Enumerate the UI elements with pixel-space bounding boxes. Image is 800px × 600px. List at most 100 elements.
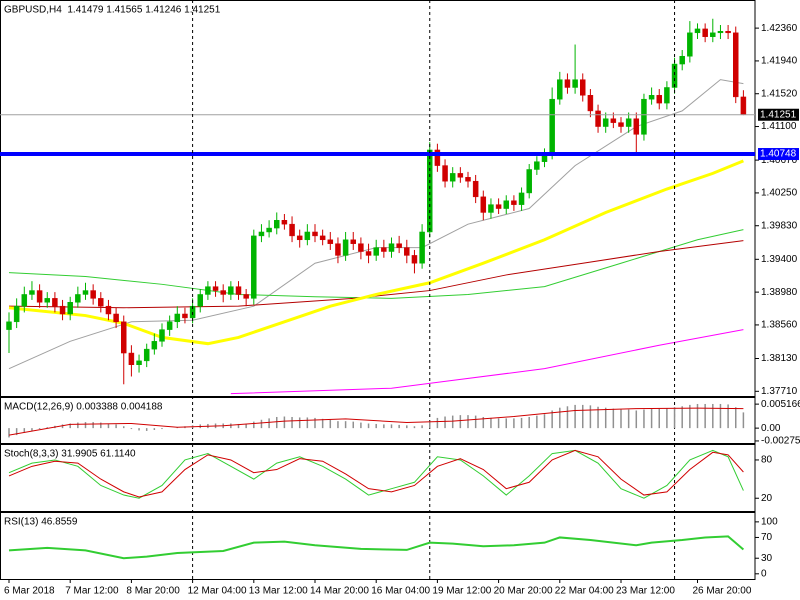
candle-body	[98, 298, 104, 307]
candle-body	[243, 294, 249, 299]
candle-body	[740, 96, 747, 115]
indicator-line	[230, 329, 744, 395]
x-tick-label: 6 Mar 2018	[4, 586, 55, 597]
price-label: 1.40748	[760, 149, 797, 160]
candle-body	[449, 173, 456, 182]
candle-body	[518, 192, 525, 205]
y-tick-label: 70	[761, 532, 773, 543]
candle-body	[159, 329, 165, 342]
candle-body	[90, 290, 96, 299]
candle-body	[396, 243, 402, 248]
panel-border	[0, 0, 756, 397]
candle-body	[733, 32, 739, 98]
candle-body	[534, 161, 540, 170]
candle-body	[289, 223, 295, 237]
candle-body	[373, 247, 379, 256]
candle-body	[495, 204, 502, 209]
price-label: 1.41251	[760, 109, 797, 120]
candle-body	[82, 290, 89, 295]
candle-body	[304, 231, 311, 241]
y-tick-label: 1.42360	[761, 23, 798, 34]
panel-border	[0, 444, 756, 512]
candle-body	[59, 305, 66, 315]
panel-title: RSI(13) 46.8559	[4, 517, 78, 528]
candle-body	[602, 118, 609, 127]
candle-body	[29, 290, 35, 295]
panel-title: Stoch(8,3,3) 31.9905 61.1140	[4, 449, 136, 460]
candle-body	[656, 95, 662, 104]
price-label-box	[758, 148, 799, 161]
candle-body	[427, 149, 433, 233]
y-tick-label: 1.38980	[761, 287, 798, 298]
y-tick-label: 1.38130	[761, 353, 798, 364]
y-tick-label: 1.40670	[761, 155, 798, 166]
candle-body	[174, 313, 181, 323]
candle-body	[319, 235, 326, 241]
candle-body	[67, 302, 73, 315]
y-tick-label: 100	[761, 517, 778, 528]
candle-body	[511, 200, 517, 205]
candle-body	[335, 243, 341, 256]
panel-border	[0, 512, 756, 580]
x-tick-label: 19 Mar 12:00	[432, 586, 491, 597]
candle-body	[625, 118, 632, 127]
indicator-line	[8, 449, 744, 499]
x-tick-label: 20 Mar 20:00	[494, 586, 553, 597]
candle-body	[143, 348, 150, 362]
candle-body	[404, 247, 410, 256]
candle-body	[572, 79, 578, 88]
candle-body	[6, 321, 12, 330]
panel-title: MACD(12,26,9) 0.003388 0.004188	[4, 402, 163, 413]
candle-body	[702, 28, 708, 37]
candle-body	[166, 321, 173, 330]
candle-body	[633, 118, 640, 135]
candle-body	[557, 79, 563, 100]
indicator-line	[8, 449, 744, 498]
y-tick-label: 1.38560	[761, 320, 798, 331]
candle-body	[75, 294, 81, 303]
candle-body	[52, 298, 58, 307]
candle-body	[671, 63, 678, 88]
candle-body	[266, 227, 272, 233]
x-tick-label: 22 Mar 04:00	[555, 586, 614, 597]
indicator-line	[8, 159, 744, 346]
candle-body	[618, 122, 624, 127]
y-tick-label: 1.41100	[761, 121, 797, 132]
y-tick-label: 20	[761, 493, 773, 504]
panel-title: GBPUSD,H4 1.41479 1.41565 1.41246 1.4125…	[4, 5, 221, 16]
x-tick-label: 7 Mar 12:00	[65, 586, 119, 597]
candle-body	[488, 204, 494, 213]
candle-body	[327, 239, 334, 244]
candle-body	[580, 79, 586, 96]
panel-border	[0, 397, 756, 444]
candle-body	[312, 231, 318, 237]
candle-body	[296, 235, 303, 241]
y-tick-label: 30	[761, 553, 773, 564]
candle-body	[411, 255, 418, 264]
candle-body	[205, 286, 211, 295]
candle-body	[274, 220, 280, 229]
candle-body	[105, 305, 112, 315]
candle-body	[679, 55, 685, 65]
candle-body	[549, 98, 555, 155]
candle-body	[388, 243, 395, 252]
candle-body	[381, 247, 387, 252]
candle-body	[358, 243, 364, 252]
candle-body	[587, 95, 594, 112]
candle-body	[281, 220, 288, 225]
candle-body	[44, 298, 50, 303]
x-tick-label: 12 Mar 04:00	[188, 586, 247, 597]
candle-body	[595, 110, 601, 127]
y-tick-label: 0.00	[761, 423, 781, 434]
x-tick-label: 8 Mar 20:00	[126, 586, 180, 597]
candle-body	[725, 30, 731, 34]
candle-body	[526, 169, 532, 194]
candle-body	[365, 251, 372, 256]
y-tick-label: 1.39830	[761, 220, 798, 231]
indicator-line	[8, 229, 744, 299]
candle-body	[258, 231, 265, 237]
candle-body	[717, 30, 724, 34]
candle-body	[220, 290, 226, 295]
candle-body	[342, 239, 349, 256]
